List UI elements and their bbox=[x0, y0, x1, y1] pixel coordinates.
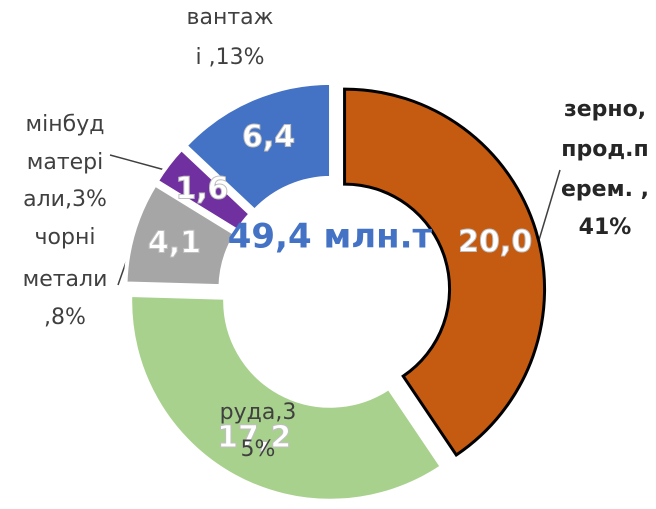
value-label: 6,4 bbox=[242, 120, 295, 155]
category-label: 41% bbox=[579, 215, 632, 240]
value-label: 4,1 bbox=[148, 226, 201, 261]
donut-segment bbox=[343, 87, 547, 458]
value-label: 1,6 bbox=[175, 172, 228, 207]
category-label: руда,3 bbox=[220, 400, 297, 425]
category-label: матері bbox=[27, 150, 104, 175]
category-label: ерем. , bbox=[561, 177, 649, 202]
category-label: 5% bbox=[241, 437, 276, 462]
value-label: 20,0 bbox=[458, 225, 532, 260]
category-label: метали bbox=[23, 267, 108, 292]
category-label: ,8% bbox=[44, 305, 86, 330]
value-label: 17,2 bbox=[217, 420, 291, 455]
donut-segment bbox=[123, 181, 239, 289]
category-label: зерно, bbox=[564, 97, 646, 122]
donut-segment bbox=[182, 80, 334, 214]
category-label: і ,13% bbox=[196, 45, 265, 70]
leader-line bbox=[535, 169, 561, 251]
category-label: али,3% bbox=[23, 187, 107, 212]
category-label: чорні bbox=[35, 225, 96, 250]
category-label: вантаж bbox=[187, 5, 274, 30]
center-label: 49,4 млн.т bbox=[228, 217, 433, 257]
donut-segment bbox=[153, 146, 254, 234]
category-label: прод.п bbox=[561, 137, 648, 162]
leader-line bbox=[109, 154, 166, 171]
donut-segment bbox=[128, 292, 445, 503]
category-label: мінбуд bbox=[26, 112, 105, 137]
